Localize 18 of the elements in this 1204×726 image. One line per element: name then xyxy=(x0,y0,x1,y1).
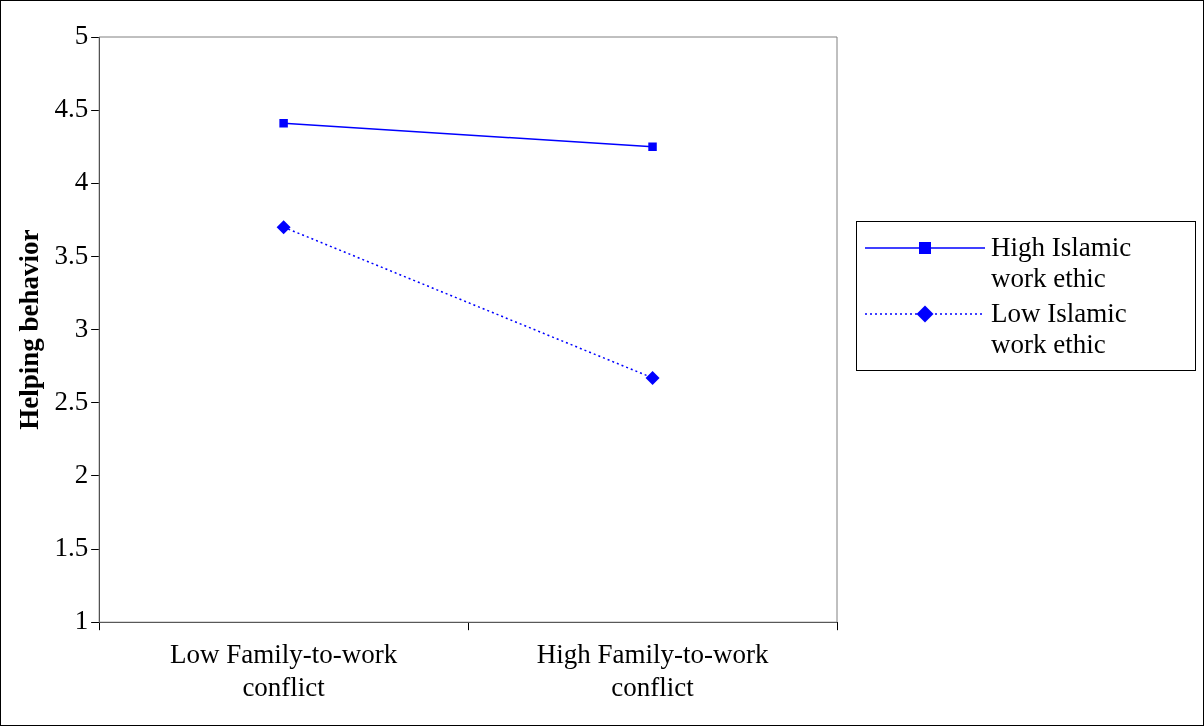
y-tick-label: 1 xyxy=(74,605,89,636)
y-tick-label: 3 xyxy=(74,312,89,343)
point xyxy=(645,370,660,385)
y-tick-label: 2.5 xyxy=(54,385,89,416)
point xyxy=(276,220,291,235)
legend-label: Low Islamic work ethic xyxy=(991,298,1128,360)
legend-label: High Islamic work ethic xyxy=(991,232,1133,294)
y-tick-label: 5 xyxy=(74,20,89,51)
point xyxy=(279,119,288,128)
y-tick-label: 3.5 xyxy=(54,239,89,270)
x-tick-label: Low Family-to-work conflict xyxy=(170,639,398,702)
point xyxy=(648,142,657,151)
y-tick-label: 4.5 xyxy=(54,93,89,124)
y-tick-label: 4 xyxy=(74,166,89,197)
y-axis-title: Helping behavior xyxy=(14,229,45,430)
x-tick-label: High Family-to-work conflict xyxy=(536,639,769,702)
y-tick-label: 2 xyxy=(74,458,89,489)
y-tick-label: 1.5 xyxy=(54,532,89,563)
